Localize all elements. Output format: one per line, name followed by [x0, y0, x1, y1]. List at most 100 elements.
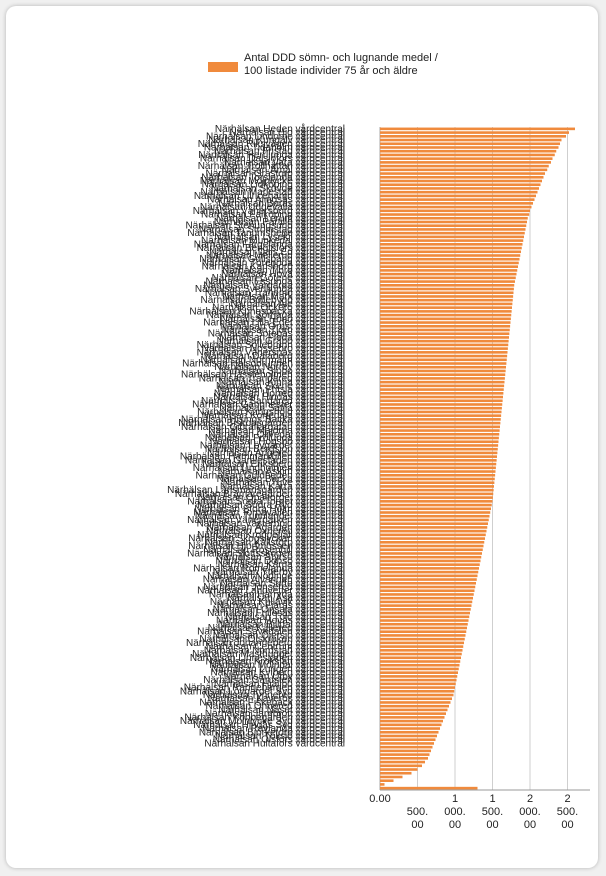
- bar: [380, 667, 459, 671]
- bar: [380, 153, 555, 157]
- category-label: Närhälsan Surte vårdcentral: [220, 577, 345, 589]
- category-label: Närhälsan Bengtsfors vårdcentral: [197, 242, 345, 254]
- x-tick-label: 0.00: [369, 793, 390, 805]
- bar: [380, 544, 484, 548]
- bar: [380, 432, 500, 436]
- bar: [380, 760, 425, 764]
- category-label: Närhälsan Ale vårdcentral: [230, 298, 345, 310]
- category-label: Närhälsan Lilla Edet vårdcentral: [203, 317, 345, 329]
- legend-label: Antal DDD sömn- och lugnande medel / 100…: [244, 52, 438, 77]
- bar: [380, 570, 479, 574]
- bar: [380, 470, 496, 473]
- bar: [380, 689, 455, 693]
- category-label: Närhälsan Vårgårda vårdcentral: [203, 279, 345, 291]
- category-label: Närhälsan Hjo vårdcentral: [229, 127, 345, 139]
- bar: [380, 321, 511, 324]
- bar: [380, 574, 478, 578]
- category-label: Närhälsan Hjortmossen vårdcentral: [188, 540, 345, 552]
- bar: [380, 362, 507, 365]
- bar: [380, 634, 466, 637]
- category-label: Närhälsan Karlsborg vårdcentral: [202, 261, 345, 273]
- category-label: Närhälsan Mölnlycke vårdcentral: [200, 175, 345, 187]
- bar: [380, 704, 449, 708]
- category-label: Närhälsan Gråbo vårdcentral: [217, 335, 345, 347]
- category-label: Närhälsan Skövde vårdcentral: [211, 182, 345, 194]
- bar: [380, 481, 495, 485]
- category-label: Närhälsan Rosenhill vårdcentral: [203, 544, 345, 556]
- category-label: Närhälsan Mölnlycke Syd vårdcentral: [180, 715, 345, 727]
- bar: [380, 187, 539, 190]
- category-label: Närhälsan Kinna vårdcentral: [219, 376, 345, 388]
- category-label: Närhälsan Kortedala vårdcentral: [202, 410, 345, 422]
- category-label: Närhälsan Kärna vårdcentral: [218, 559, 345, 571]
- bar: [380, 261, 519, 265]
- category-label: Närhälsan Munkedal vårdcentral: [201, 235, 345, 247]
- bar: [380, 403, 503, 406]
- bar: [380, 596, 473, 600]
- x-tick-label: 500. 00: [407, 806, 428, 831]
- category-label: Närhälsan Donsö vårdcentral: [215, 555, 345, 567]
- category-label: Närhälsan Hultafors vårdcentral: [204, 737, 345, 749]
- category-label: Närhälsan Brämaregården vårdcentral: [175, 488, 345, 500]
- bar: [380, 272, 517, 276]
- bar: [380, 399, 503, 403]
- bar: [380, 131, 569, 134]
- category-label: Närhälsan Lindholmen vårdcentral: [193, 462, 345, 474]
- bar: [380, 719, 443, 723]
- category-label: Närhälsan Gullspång vårdcentral: [199, 253, 345, 265]
- bar: [380, 183, 541, 187]
- bar: [380, 745, 433, 749]
- category-label: Närhälsan Lysekil vårdcentral: [214, 231, 345, 243]
- bar: [380, 593, 474, 596]
- category-label: Närhälsan Skene vårdcentral: [216, 380, 345, 392]
- bar: [380, 559, 481, 563]
- bar: [380, 589, 475, 593]
- category-label: Närhälsan Södra Ryd vårdcentral: [197, 499, 345, 511]
- category-label: Närhälsan Olskroken vårdcentral: [199, 633, 345, 645]
- category-label: Närhälsan Billdal vårdcentral: [218, 618, 345, 630]
- bar: [380, 306, 512, 309]
- category-label: Närhälsan Landvetter vårdcentral: [197, 585, 345, 597]
- bar: [380, 198, 535, 201]
- bar: [380, 671, 458, 674]
- bar: [380, 380, 505, 384]
- bar: [380, 269, 518, 272]
- category-label: Närhälsan Hindås vårdcentral: [213, 391, 345, 403]
- bar: [380, 414, 502, 417]
- category-label: Närhälsan Tölö vårdcentral: [225, 611, 345, 623]
- category-label: Närhälsan Kroppefjäll vårdcentral: [197, 529, 345, 541]
- bar: [380, 384, 505, 388]
- category-label: Närhälsan Hälsobrunnen vårdcentral: [182, 358, 345, 370]
- category-label: Närhälsan Töreboda vårdcentral: [202, 257, 345, 269]
- bar: [380, 663, 460, 667]
- category-label: Närhälsan Olivedal vårdcentral: [208, 428, 345, 440]
- bar: [380, 220, 527, 224]
- category-label: Närhälsan Rannebergen vårdcentral: [184, 682, 345, 694]
- category-label: Närhälsan Näset vårdcentral: [218, 704, 345, 716]
- bar: [380, 708, 448, 712]
- bar: [380, 209, 530, 213]
- category-label: Närhälsan Öckerö vårdcentral: [212, 302, 345, 314]
- category-label: Närhälsan Kungälv vårdcentral: [208, 134, 345, 146]
- category-label: Närhälsan Tunnlandet vårdcentral: [195, 510, 345, 522]
- category-label: Närhälsan Källstorp vårdcentral: [205, 536, 345, 548]
- category-label: Närhälsan Grästorp vårdcentral: [205, 168, 345, 180]
- bar: [380, 351, 508, 354]
- bar: [380, 157, 553, 160]
- bar: [380, 216, 528, 220]
- bar: [380, 608, 471, 611]
- bar: [380, 365, 506, 369]
- category-label: Närhälsan Hönö vårdcentral: [220, 313, 345, 325]
- bar: [380, 224, 527, 228]
- category-label: Närhälsan Borås vårdcentral: [218, 197, 345, 209]
- bar: [380, 175, 544, 179]
- category-label: Närhälsan Heden vårdcentral: [215, 123, 345, 135]
- bar: [380, 161, 551, 164]
- bar: [380, 310, 512, 313]
- bar: [380, 611, 470, 615]
- bar: [380, 749, 431, 753]
- bar: [380, 425, 500, 429]
- bar: [380, 347, 508, 350]
- category-label: Närhälsan Johanneberg vårdcentral: [186, 637, 345, 649]
